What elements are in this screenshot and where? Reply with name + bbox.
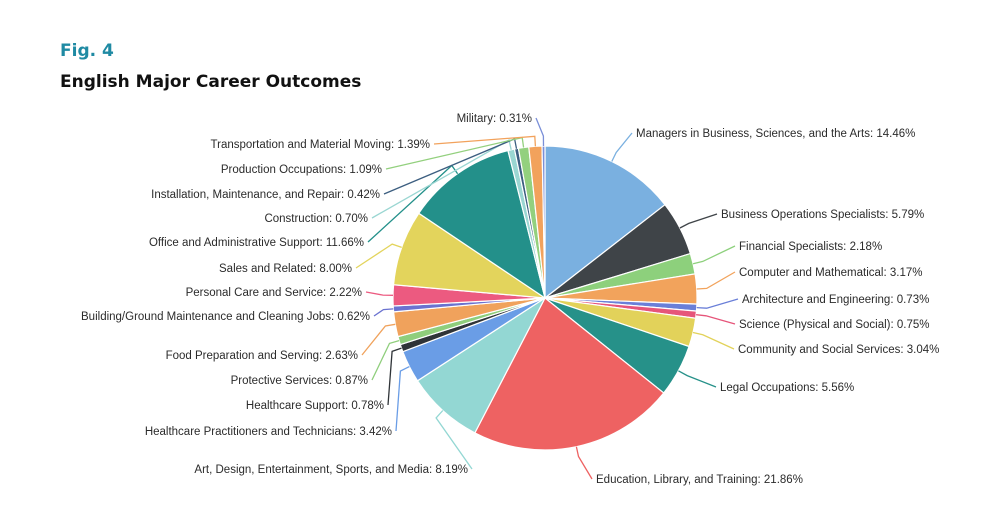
leader-line [373, 308, 394, 317]
slice-label: Education, Library, and Training: 21.86% [596, 474, 803, 486]
pie-slice [541, 145, 546, 299]
slice-label: Healthcare Support: 0.78% [246, 400, 384, 412]
leader-line [696, 314, 736, 325]
leader-line [692, 331, 735, 350]
leader-line [535, 117, 545, 147]
leader-line [361, 323, 396, 356]
slice-label: Sales and Related: 8.00% [219, 263, 352, 275]
pie-slices [392, 145, 698, 451]
slice-label: Transportation and Material Moving: 1.39… [211, 139, 430, 151]
leader-line [575, 446, 593, 480]
leader-line [679, 213, 718, 229]
chart-title: English Major Career Outcomes [60, 72, 362, 92]
leader-line [433, 135, 537, 147]
leader-line [678, 370, 717, 388]
leader-line [395, 366, 410, 432]
leader-line [365, 291, 394, 296]
slice-label: Military: 0.31% [457, 113, 532, 125]
slice-label: Production Occupations: 1.09% [221, 164, 382, 176]
leader-line [387, 347, 402, 406]
slice-label: Personal Care and Service: 2.22% [186, 287, 362, 299]
slice-label: Business Operations Specialists: 5.79% [721, 209, 924, 221]
slice-label: Healthcare Practitioners and Technicians… [145, 426, 392, 438]
leader-line [692, 245, 736, 265]
slice-label: Computer and Mathematical: 3.17% [739, 267, 922, 279]
figure-label: Fig. 4 [60, 41, 114, 61]
slice-label: Building/Ground Maintenance and Cleaning… [81, 311, 370, 323]
leader-lines [355, 117, 739, 480]
leader-line [696, 271, 736, 290]
slice-label: Art, Design, Entertainment, Sports, and … [194, 464, 468, 476]
slice-label: Managers in Business, Sciences, and the … [636, 128, 915, 140]
slice-label: Financial Specialists: 2.18% [739, 241, 882, 253]
leader-line [355, 243, 402, 269]
slice-label: Science (Physical and Social): 0.75% [739, 319, 930, 331]
slice-labels: Managers in Business, Sciences, and the … [81, 113, 939, 486]
slice-label: Protective Services: 0.87% [231, 375, 368, 387]
slice-label: Food Preparation and Serving: 2.63% [166, 350, 358, 362]
slice-label: Installation, Maintenance, and Repair: 0… [151, 189, 380, 201]
slice-label: Construction: 0.70% [264, 213, 368, 225]
pie-slice [474, 297, 665, 451]
leader-line [371, 339, 400, 381]
leader-line [435, 410, 473, 470]
leader-line [696, 298, 739, 309]
slice-label: Legal Occupations: 5.56% [720, 382, 854, 394]
slice-label: Architecture and Engineering: 0.73% [742, 294, 929, 306]
pie-slice [417, 149, 546, 300]
slice-label: Community and Social Services: 3.04% [738, 344, 939, 356]
leader-line [611, 132, 633, 162]
slice-label: Office and Administrative Support: 11.66… [149, 237, 364, 249]
